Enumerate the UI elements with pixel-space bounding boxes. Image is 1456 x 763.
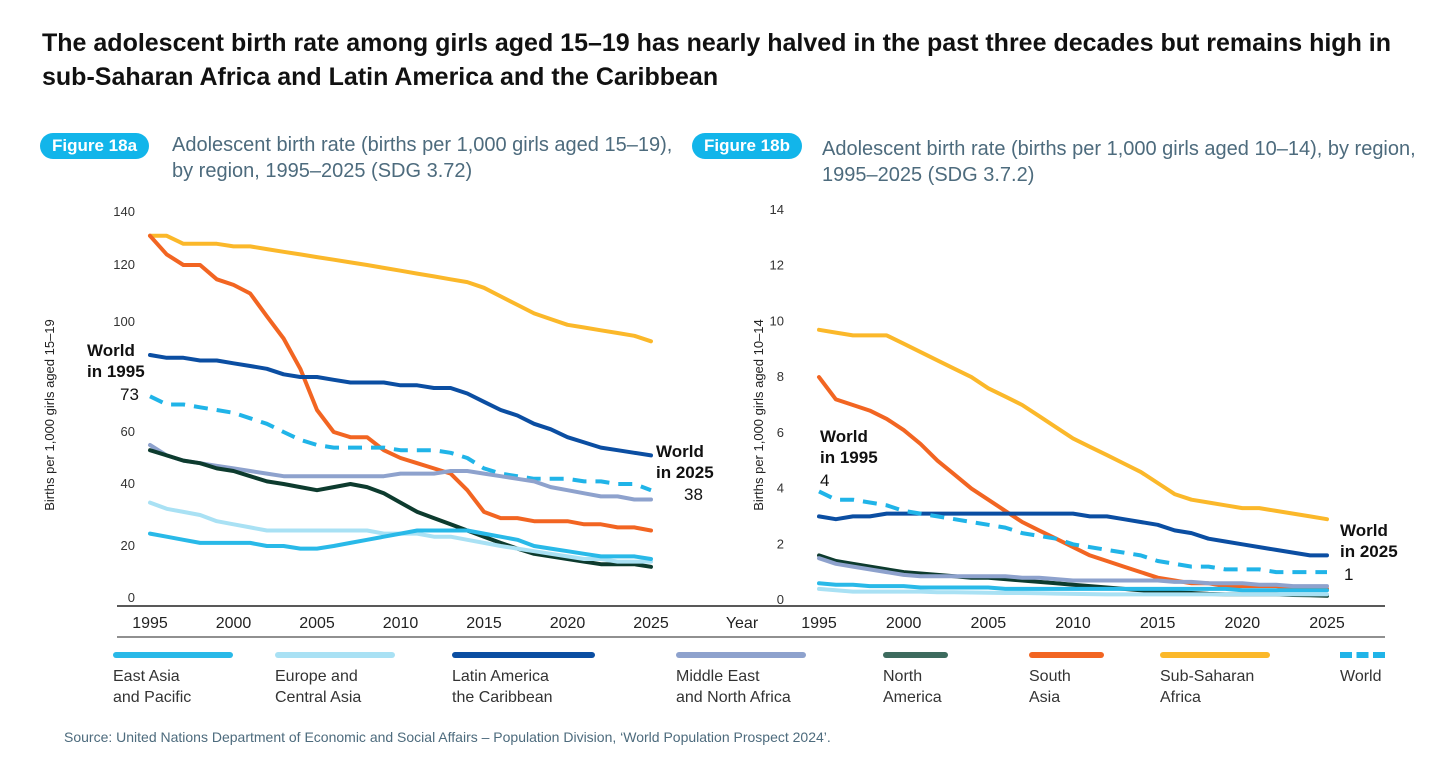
legend-item-world: World xyxy=(1340,652,1385,687)
legend-label: Sub-Saharan Africa xyxy=(1160,668,1255,706)
series-line-eap xyxy=(817,581,1329,593)
x-tick-label: 2020 xyxy=(1225,615,1261,632)
legend-item-sa: South Asia xyxy=(1029,652,1104,708)
series-line-eca xyxy=(817,586,1329,597)
annotation-value: 4 xyxy=(820,471,829,490)
x-tick-label: 2000 xyxy=(216,615,252,632)
legend-swatch xyxy=(452,652,595,658)
legend-item-mena: Middle East and North Africa xyxy=(676,652,806,708)
series-line-ssa xyxy=(817,327,1329,522)
y-tick-label: 0 xyxy=(777,592,784,607)
y-tick-label: 140 xyxy=(113,204,135,219)
series-line-world xyxy=(149,394,652,493)
x-tick-label: 2005 xyxy=(971,615,1007,632)
x-tick-label: 2005 xyxy=(299,615,335,632)
figure-18b-badge: Figure 18b xyxy=(692,133,802,159)
figure-18a-title: Adolescent birth rate (births per 1,000 … xyxy=(172,134,673,182)
legend: East Asia and Pacific Europe and Central … xyxy=(0,652,1456,712)
x-axis-label: Year xyxy=(726,615,759,632)
x-tick-label: 2010 xyxy=(1055,615,1091,632)
x-tick-label: 1995 xyxy=(132,615,168,632)
x-tick-label: 2015 xyxy=(466,615,502,632)
figure-18a-badge: Figure 18a xyxy=(40,133,150,159)
y-tick-label: 40 xyxy=(121,476,135,491)
series-line-lac xyxy=(817,511,1329,558)
y-tick-label: 60 xyxy=(121,424,135,439)
legend-swatch xyxy=(676,652,806,658)
legend-item-eap: East Asia and Pacific xyxy=(113,652,233,708)
figure-18b-title: Adolescent birth rate (births per 1,000 … xyxy=(822,138,1416,186)
y-tick-label: 10 xyxy=(770,313,784,328)
series-line-mena xyxy=(148,443,653,502)
series-line-na xyxy=(148,448,653,569)
x-tick-label: 2025 xyxy=(1309,615,1345,632)
legend-label: World xyxy=(1340,668,1382,685)
y-tick-label: 6 xyxy=(777,425,784,440)
x-tick-label: 2020 xyxy=(550,615,586,632)
annotation-world-1995: World in 1995 xyxy=(87,341,145,381)
legend-swatch xyxy=(883,652,948,658)
y-tick-label: 4 xyxy=(777,481,784,496)
series-line-mena xyxy=(817,556,1329,589)
legend-label: Latin America the Caribbean xyxy=(452,668,553,706)
legend-swatch xyxy=(1340,652,1385,658)
y-tick-label: 8 xyxy=(777,369,784,384)
legend-label: South Asia xyxy=(1029,668,1071,706)
y-tick-label: 20 xyxy=(121,538,135,553)
annotation-world-2025: World in 2025 xyxy=(656,442,714,482)
x-tick-label: 1995 xyxy=(801,615,837,632)
annotation-value: 1 xyxy=(1344,565,1353,584)
annotation-value: 38 xyxy=(684,485,703,504)
annotation-world-2025: World in 2025 xyxy=(1340,521,1398,561)
chart-panel-18a: 0 20 40 60 100 120 140 1995 2000 2005 2010 2015 2020… xyxy=(42,204,714,632)
legend-swatch xyxy=(113,652,233,658)
source-note: Source: United Nations Department of Eco… xyxy=(64,729,831,745)
legend-item-na: North America xyxy=(883,652,948,708)
series-line-ssa xyxy=(148,233,653,344)
legend-label: North America xyxy=(883,668,942,706)
y-axis-label: Births per 1,000 girls aged 10–14 xyxy=(751,319,766,511)
y-tick-label: 14 xyxy=(770,202,784,217)
series-line-sa xyxy=(148,233,653,533)
y-tick-label: 2 xyxy=(777,536,784,551)
annotation-value: 73 xyxy=(120,385,139,404)
legend-label: Europe and Central Asia xyxy=(275,668,362,706)
x-tick-label: 2000 xyxy=(886,615,922,632)
legend-label: East Asia and Pacific xyxy=(113,668,192,706)
series-line-sa xyxy=(817,375,1329,591)
headline: The adolescent birth rate among girls ag… xyxy=(42,29,1392,91)
legend-swatch xyxy=(1029,652,1104,658)
legend-swatch xyxy=(1160,652,1270,658)
y-axis-label: Births per 1,000 girls aged 15–19 xyxy=(42,319,57,511)
legend-item-lac: Latin America the Caribbean xyxy=(452,652,595,708)
y-tick-label: 120 xyxy=(113,257,135,272)
x-tick-label: 2025 xyxy=(633,615,669,632)
legend-item-eca: Europe and Central Asia xyxy=(275,652,395,708)
y-tick-label: 100 xyxy=(113,314,135,329)
series-line-lac xyxy=(148,353,653,458)
x-tick-label: 2010 xyxy=(383,615,419,632)
legend-swatch xyxy=(275,652,395,658)
legend-item-ssa: Sub-Saharan Africa xyxy=(1160,652,1270,708)
annotation-world-1995: World in 1995 xyxy=(820,427,878,467)
y-tick-label: 12 xyxy=(770,258,784,273)
series-line-world xyxy=(818,489,1327,575)
legend-label: Middle East and North Africa xyxy=(676,668,791,706)
y-tick-label: 0 xyxy=(128,590,135,605)
x-tick-label: 2015 xyxy=(1140,615,1176,632)
series-line-eap xyxy=(148,528,653,561)
